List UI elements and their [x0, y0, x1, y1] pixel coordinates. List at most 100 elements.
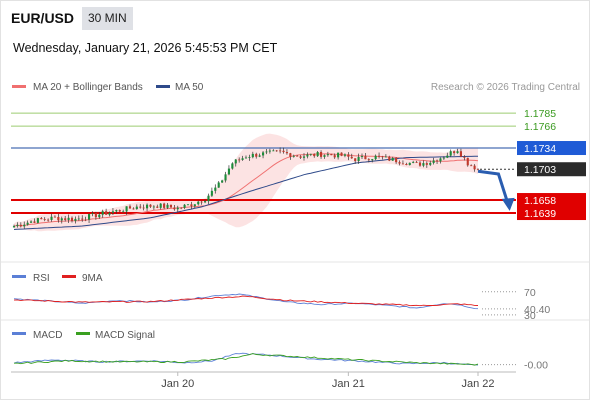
x-tick-label-0: Jan 20	[161, 378, 194, 390]
candle	[115, 209, 118, 214]
candle	[180, 207, 183, 210]
candle-body	[466, 157, 469, 166]
candle-body	[313, 153, 316, 157]
candle	[398, 160, 401, 166]
candle	[210, 187, 213, 198]
candle	[60, 216, 63, 224]
candle-body	[166, 204, 169, 208]
candle-body	[333, 155, 336, 158]
candle-body	[343, 154, 346, 156]
support-label-4: 1.1658	[524, 195, 556, 207]
candle	[36, 217, 39, 224]
candle	[265, 148, 268, 155]
candle-body	[200, 201, 203, 203]
candle	[282, 147, 285, 154]
candle	[16, 222, 19, 228]
support-label-bg-5	[517, 206, 586, 221]
candle	[197, 200, 200, 206]
candle	[306, 152, 309, 159]
candle-body	[347, 154, 350, 157]
x-axis: Jan 20 Jan 21 Jan 22	[11, 371, 516, 390]
candle	[459, 148, 462, 158]
candle-body	[357, 157, 360, 162]
legend-swatch-macd-signal	[76, 332, 90, 335]
candle	[204, 199, 207, 204]
candle-body	[47, 219, 50, 221]
candle	[241, 155, 244, 161]
timeframe-button[interactable]: 30 MIN	[82, 7, 133, 30]
candle-body	[204, 201, 207, 203]
candle-body	[340, 152, 343, 156]
candle	[364, 152, 367, 160]
candle-body	[320, 152, 323, 157]
candle-body	[135, 206, 138, 210]
candle-body	[282, 150, 285, 153]
candle	[176, 205, 179, 213]
candle	[272, 149, 275, 152]
candle	[159, 203, 162, 210]
candle-body	[326, 154, 329, 156]
candle	[227, 165, 230, 176]
rsi-tick-label-2: 30	[524, 310, 536, 322]
candle-body	[207, 195, 210, 202]
symbol-title: EUR/USD	[11, 10, 75, 26]
candle-body	[118, 210, 121, 212]
candle-body	[169, 204, 172, 208]
candle	[200, 200, 203, 205]
candle-body	[476, 169, 480, 171]
candle	[340, 152, 343, 157]
candle-body	[74, 218, 77, 221]
candle	[214, 184, 217, 194]
candle-body	[221, 180, 224, 183]
legend-swatch-macd	[12, 332, 26, 335]
candle-body	[67, 217, 70, 220]
legend-label-macd: MACD	[33, 330, 62, 341]
candle-body	[415, 161, 418, 163]
candle	[347, 152, 350, 161]
candle-body	[453, 151, 456, 154]
candle	[152, 205, 155, 210]
candle	[26, 220, 29, 226]
candle-body	[255, 153, 258, 157]
candle	[367, 158, 370, 163]
candle-body	[354, 158, 357, 162]
candle-body	[193, 204, 196, 207]
candle	[470, 164, 473, 167]
candle	[173, 204, 176, 211]
candle	[418, 161, 422, 167]
candle-body	[473, 165, 476, 170]
candle	[122, 209, 125, 213]
candle	[183, 204, 186, 210]
legend-swatch-rsi	[12, 275, 26, 278]
candle-body	[176, 207, 179, 210]
candle-body	[258, 155, 261, 157]
candle-body	[186, 204, 190, 206]
candle	[70, 216, 74, 223]
support-label-bg-4	[517, 193, 586, 208]
pivot-label-bg	[517, 141, 586, 156]
candle-body	[91, 213, 94, 215]
candle-body	[384, 156, 387, 158]
candle	[64, 215, 67, 222]
candle-body	[132, 208, 135, 210]
candle	[415, 160, 418, 163]
legend-swatch-ma20	[12, 85, 26, 88]
candle	[47, 218, 50, 222]
candle	[381, 155, 384, 160]
candle	[128, 204, 132, 209]
candle-body	[108, 212, 111, 215]
candle-body	[306, 154, 309, 157]
candle	[255, 152, 258, 159]
candle-body	[224, 174, 227, 181]
candle-body	[84, 219, 87, 221]
ma50-line	[13, 155, 479, 230]
candle	[101, 209, 104, 218]
candle-body	[60, 218, 63, 221]
candle-body	[432, 160, 435, 163]
candle-body	[241, 158, 244, 160]
candle-body	[296, 155, 299, 157]
candle-body	[214, 187, 217, 191]
candle	[23, 221, 26, 229]
